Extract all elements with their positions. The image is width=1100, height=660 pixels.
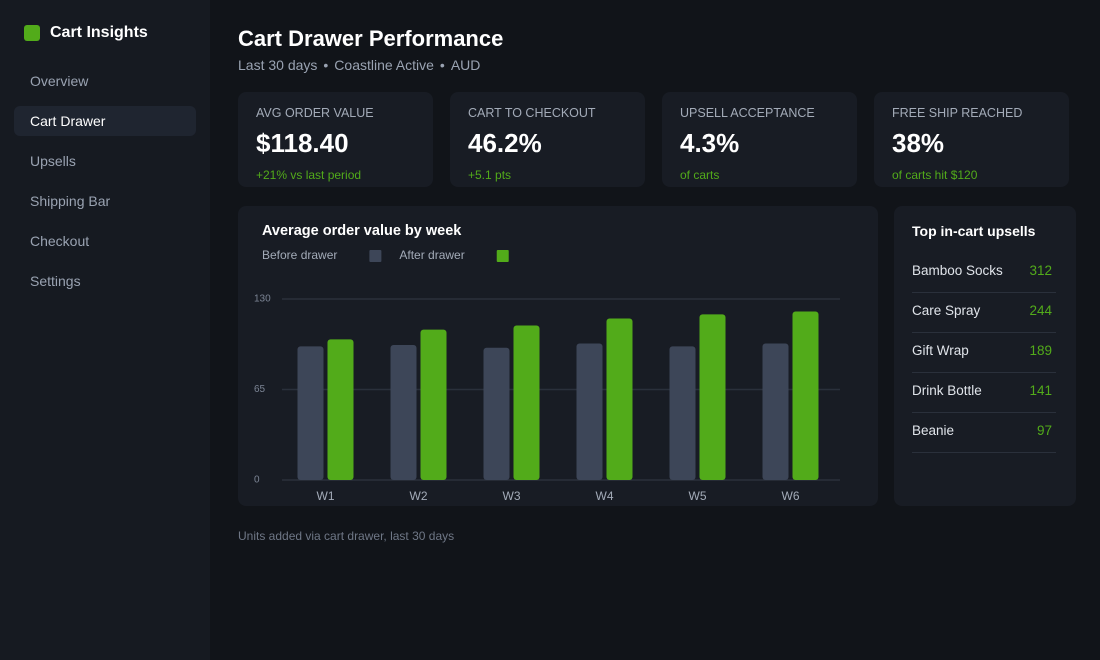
- kpi-value: 4.3%: [680, 128, 740, 158]
- currency: AUD: [450, 57, 481, 73]
- kpi-label: UPSELL ACCEPTANCE: [680, 106, 815, 120]
- bar: [327, 339, 354, 480]
- upsell-row: Gift Wrap 189: [912, 333, 1056, 373]
- brand: Cart Insights: [24, 24, 148, 42]
- brand-name: Cart Insights: [50, 24, 148, 41]
- subtitle: Last 30 days • Coastline Active • AUD: [238, 57, 481, 73]
- bar: [483, 347, 510, 480]
- kpi-note: of carts hit $120: [892, 168, 978, 182]
- nav-item[interactable]: Shipping Bar: [30, 193, 111, 209]
- x-tick-label: W2: [410, 489, 428, 503]
- y-tick-label: 130: [254, 294, 271, 305]
- bar: [390, 344, 417, 480]
- upsell-value: 141: [1029, 383, 1052, 398]
- upsell-name: Gift Wrap: [912, 343, 969, 358]
- upsell-row: Beanie 97: [912, 413, 1056, 453]
- x-tick-label: W3: [503, 489, 521, 503]
- footnote: Units added via cart drawer, last 30 day…: [238, 529, 455, 543]
- legend-label: After drawer: [399, 248, 464, 262]
- upsell-name: Care Spray: [912, 303, 981, 318]
- upsell-name: Drink Bottle: [912, 383, 982, 398]
- sidebar: Cart Insights Overview Cart Drawer Upsel…: [0, 0, 210, 660]
- chart-panel: Average order value by week Before drawe…: [238, 206, 878, 506]
- legend-swatch: [496, 250, 509, 262]
- y-tick-label: 0: [254, 475, 260, 486]
- kpi-note: +21% vs last period: [256, 168, 362, 182]
- period: Last 30 days: [238, 57, 318, 73]
- nav-item[interactable]: Upsells: [30, 153, 76, 169]
- store: Coastline Active: [334, 57, 434, 73]
- logo: [24, 25, 40, 41]
- kpi-value: $118.40: [256, 128, 349, 158]
- chart: Average order value by week Before drawe…: [254, 223, 840, 503]
- x-tick-label: W5: [689, 489, 707, 503]
- kpi-card: UPSELL ACCEPTANCE 4.3% of carts: [662, 92, 857, 187]
- kpi-label: FREE SHIP REACHED: [892, 106, 1023, 120]
- nav-item[interactable]: Settings: [30, 273, 81, 289]
- bar: [513, 325, 540, 480]
- bar: [576, 343, 603, 480]
- upsell-name: Bamboo Socks: [912, 263, 1003, 278]
- bar: [297, 346, 324, 480]
- kpi-card: CART TO CHECKOUT 46.2% +5.1 pts: [450, 92, 645, 187]
- kpi-note: of carts: [680, 168, 720, 182]
- nav-item[interactable]: Cart Drawer: [14, 106, 196, 136]
- kpi-value: 46.2%: [468, 128, 542, 158]
- legend-swatch: [369, 250, 382, 262]
- bar: [762, 343, 789, 480]
- x-tick-label: W4: [596, 489, 614, 503]
- nav: Overview Cart Drawer Upsells Shipping Ba…: [14, 66, 196, 306]
- kpi-card: AVG ORDER VALUE $118.40 +21% vs last perio…: [238, 92, 433, 187]
- x-tick-label: W6: [782, 489, 800, 503]
- legend-label: Before drawer: [262, 248, 337, 262]
- bar: [792, 311, 819, 480]
- page-title: Cart Drawer Performance: [238, 26, 504, 51]
- x-tick-label: W1: [317, 489, 335, 503]
- upsell-value: 189: [1029, 343, 1052, 358]
- chart-title: Average order value by week: [262, 223, 462, 239]
- upsell-value: 312: [1029, 263, 1052, 278]
- upsells-title: Top in-cart upsells: [912, 223, 1036, 239]
- upsell-value: 244: [1029, 303, 1052, 318]
- kpi-label: CART TO CHECKOUT: [468, 106, 596, 120]
- kpi-note: +5.1 pts: [468, 168, 512, 182]
- kpi-label: AVG ORDER VALUE: [256, 106, 374, 120]
- upsell-row: Bamboo Socks 312: [912, 253, 1056, 293]
- y-tick-label: 65: [254, 384, 266, 395]
- kpi-card: FREE SHIP REACHED 38% of carts hit $120: [874, 92, 1069, 187]
- nav-item[interactable]: Overview: [30, 73, 89, 89]
- upsells-panel: Top in-cart upsells Bamboo Socks 312 Care …: [894, 206, 1076, 506]
- upsell-row: Care Spray 244: [912, 293, 1056, 333]
- nav-item[interactable]: Checkout: [30, 233, 90, 249]
- bar: [420, 329, 447, 480]
- kpi-value: 38%: [892, 128, 945, 158]
- upsell-row: Drink Bottle 141: [912, 373, 1056, 413]
- bar: [606, 318, 633, 480]
- upsell-value: 97: [1036, 423, 1052, 438]
- bar: [699, 314, 726, 480]
- upsell-name: Beanie: [912, 423, 955, 438]
- bar: [669, 346, 696, 480]
